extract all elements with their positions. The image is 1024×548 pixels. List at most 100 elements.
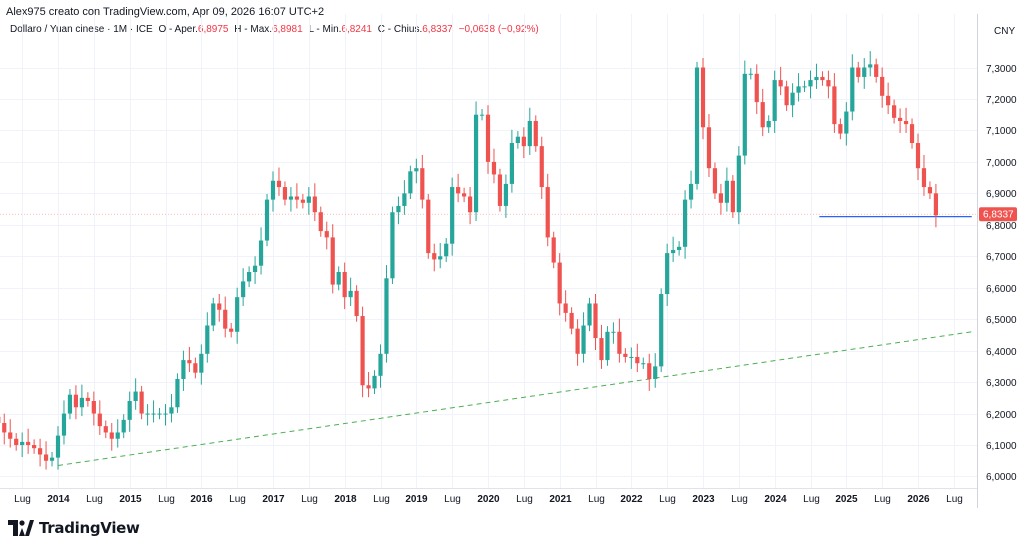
candle-body bbox=[868, 64, 873, 68]
candle-body bbox=[527, 120, 532, 147]
candle-body bbox=[324, 231, 329, 238]
candle-body bbox=[515, 136, 520, 144]
candle-body bbox=[8, 432, 13, 439]
candle-body bbox=[456, 187, 461, 194]
price-tick-label: 6,9000 bbox=[986, 189, 1017, 200]
time-tick-label: Lug bbox=[229, 494, 246, 505]
candle-body bbox=[915, 143, 921, 169]
candle-body bbox=[814, 76, 819, 81]
time-tick-label: Lug bbox=[301, 494, 318, 505]
candle-body bbox=[20, 441, 25, 446]
candle-body bbox=[706, 127, 712, 169]
time-tick-label: 2026 bbox=[907, 494, 930, 505]
legend-high-label: H - Max. bbox=[234, 24, 273, 35]
candle-body bbox=[223, 309, 228, 329]
time-tick-label: Lug bbox=[731, 494, 748, 505]
candle-body bbox=[342, 272, 347, 298]
time-tick-label: Lug bbox=[86, 494, 103, 505]
candle-body bbox=[629, 356, 634, 358]
price-tick-label: 6,8000 bbox=[986, 221, 1017, 232]
candle-body bbox=[838, 124, 843, 134]
price-tick-label: 6,1000 bbox=[986, 441, 1017, 452]
candle-body bbox=[67, 394, 73, 414]
price-tick-label: 6,5000 bbox=[986, 315, 1017, 326]
price-tick-label: 6,6000 bbox=[986, 284, 1017, 295]
candle-body bbox=[712, 168, 718, 194]
candle-body bbox=[467, 196, 473, 213]
candle-body bbox=[599, 338, 604, 361]
time-tick-label: 2024 bbox=[764, 494, 787, 505]
candle-body bbox=[300, 199, 305, 203]
candle-body bbox=[438, 256, 443, 260]
time-tick-label: Lug bbox=[946, 494, 963, 505]
candle-layer bbox=[0, 51, 939, 470]
candle-body bbox=[694, 67, 700, 184]
candle-body bbox=[903, 120, 909, 125]
candle-body bbox=[778, 80, 783, 87]
candle-body bbox=[139, 391, 144, 414]
candle-body bbox=[503, 183, 509, 206]
tradingview-logo-text: TradingView bbox=[39, 519, 140, 537]
legend-low-label: L - Min. bbox=[308, 24, 342, 35]
candle-body bbox=[294, 196, 299, 200]
tradingview-logo[interactable]: TradingView bbox=[8, 518, 140, 538]
candle-body bbox=[276, 180, 282, 188]
candle-body bbox=[288, 196, 294, 200]
candle-body bbox=[497, 174, 503, 206]
candle-body bbox=[509, 143, 514, 184]
candle-body bbox=[444, 243, 449, 257]
candle-body bbox=[14, 438, 19, 446]
candle-body bbox=[55, 435, 61, 458]
candle-body bbox=[682, 199, 688, 247]
candle-body bbox=[127, 400, 132, 420]
candle-body bbox=[450, 187, 455, 244]
candle-body bbox=[26, 441, 31, 446]
legend-close-label: C - Chius. bbox=[377, 24, 423, 35]
time-tick-label: Lug bbox=[516, 494, 533, 505]
candle-body bbox=[617, 331, 622, 354]
candle-body bbox=[414, 168, 419, 172]
candle-body bbox=[330, 237, 335, 285]
price-tick-label: 6,4000 bbox=[986, 347, 1017, 358]
candle-body bbox=[521, 136, 526, 147]
last-price-tag-bg bbox=[979, 207, 1017, 222]
candle-body bbox=[85, 397, 90, 401]
candle-body bbox=[175, 378, 180, 408]
candle-body bbox=[115, 432, 120, 439]
candle-body bbox=[796, 86, 801, 93]
candle-body bbox=[736, 155, 741, 213]
candle-body bbox=[360, 316, 365, 386]
candle-body bbox=[211, 303, 216, 326]
candle-body bbox=[611, 331, 616, 333]
candle-body bbox=[808, 80, 813, 87]
candle-body bbox=[635, 356, 640, 364]
candle-body bbox=[772, 80, 777, 121]
legend-open-value: 6,8975 bbox=[197, 24, 229, 35]
candle-body bbox=[181, 360, 186, 379]
legend-high-value: 6,8981 bbox=[272, 24, 303, 35]
candle-body bbox=[909, 124, 915, 144]
candle-body bbox=[235, 297, 240, 332]
candle-body bbox=[784, 86, 789, 106]
candle-body bbox=[575, 328, 580, 354]
candle-body bbox=[241, 281, 246, 298]
candle-body bbox=[587, 303, 592, 326]
candle-body bbox=[247, 272, 252, 282]
candle-body bbox=[420, 168, 425, 200]
candle-body bbox=[169, 407, 174, 414]
last-price-label: 6,8337 bbox=[983, 210, 1014, 221]
time-tick-label: 2014 bbox=[47, 494, 70, 505]
candle-body bbox=[109, 432, 114, 439]
candle-body bbox=[270, 180, 276, 200]
candle-body bbox=[199, 353, 204, 373]
candle-body bbox=[306, 196, 311, 203]
candle-body bbox=[312, 196, 317, 213]
candle-body bbox=[408, 171, 413, 194]
time-tick-label: 2021 bbox=[549, 494, 572, 505]
time-tick-label: Lug bbox=[874, 494, 891, 505]
candle-body bbox=[354, 290, 359, 317]
candle-body bbox=[473, 114, 479, 213]
time-tick-label: 2015 bbox=[119, 494, 142, 505]
candle-body bbox=[760, 102, 765, 128]
